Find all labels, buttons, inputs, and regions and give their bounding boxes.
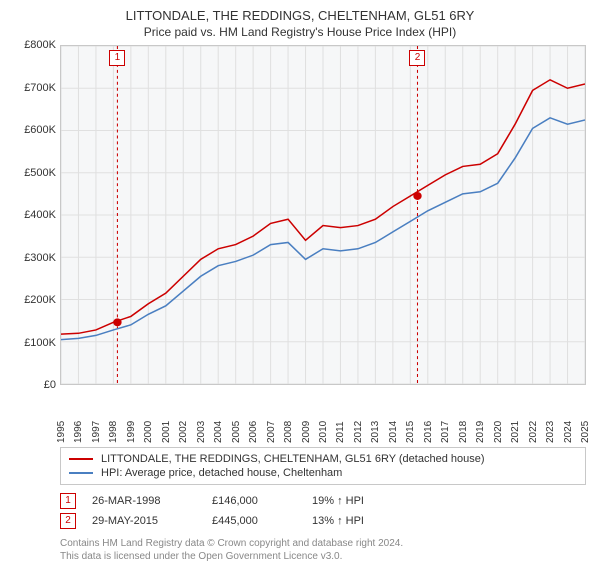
x-tick-label: 2012 xyxy=(353,421,364,443)
y-tick-label: £200K xyxy=(24,294,56,306)
x-tick-label: 2024 xyxy=(563,421,574,443)
y-tick-label: £300K xyxy=(24,252,56,264)
legend-swatch-a xyxy=(69,458,93,460)
plot-svg xyxy=(61,46,585,384)
legend-label-a: LITTONDALE, THE REDDINGS, CHELTENHAM, GL… xyxy=(101,453,485,465)
legend-row-b: HPI: Average price, detached house, Chel… xyxy=(69,466,577,480)
x-axis: 1995199619971998199920002001200220032004… xyxy=(60,415,586,445)
x-tick-label: 2004 xyxy=(213,421,224,443)
y-tick-label: £500K xyxy=(24,167,56,179)
x-tick-label: 2016 xyxy=(423,421,434,443)
footer-note: Contains HM Land Registry data © Crown c… xyxy=(60,537,586,563)
x-tick-label: 2021 xyxy=(510,421,521,443)
x-tick-label: 1996 xyxy=(73,421,84,443)
plot-wrap: £0£100K£200K£300K£400K£500K£600K£700K£80… xyxy=(14,45,586,415)
x-tick-label: 2001 xyxy=(161,421,172,443)
y-tick-label: £800K xyxy=(24,39,56,51)
x-tick-label: 1995 xyxy=(56,421,67,443)
x-tick-label: 2006 xyxy=(248,421,259,443)
legend-label-b: HPI: Average price, detached house, Chel… xyxy=(101,467,342,479)
x-tick-label: 2019 xyxy=(475,421,486,443)
event-delta: 13% ↑ HPI xyxy=(312,515,432,527)
x-tick-label: 2011 xyxy=(335,421,346,443)
event-rows: 1 26-MAR-1998 £146,000 19% ↑ HPI 2 29-MAY-201… xyxy=(60,491,586,531)
x-tick-label: 2022 xyxy=(528,421,539,443)
x-tick-label: 2010 xyxy=(318,421,329,443)
event-date: 26-MAR-1998 xyxy=(92,495,202,507)
footer-line1: Contains HM Land Registry data © Crown c… xyxy=(60,537,586,550)
y-tick-label: £100K xyxy=(24,337,56,349)
y-axis: £0£100K£200K£300K£400K£500K£600K£700K£80… xyxy=(14,45,60,385)
chart-subtitle: Price paid vs. HM Land Registry's House … xyxy=(14,25,586,39)
plot-area: 12 xyxy=(60,45,586,385)
chart-title: LITTONDALE, THE REDDINGS, CHELTENHAM, GL… xyxy=(14,8,586,23)
x-tick-label: 2008 xyxy=(283,421,294,443)
x-tick-label: 2002 xyxy=(178,421,189,443)
x-tick-label: 2017 xyxy=(440,421,451,443)
y-tick-label: £400K xyxy=(24,209,56,221)
event-price: £146,000 xyxy=(212,495,302,507)
x-tick-label: 1997 xyxy=(91,421,102,443)
x-tick-label: 2020 xyxy=(493,421,504,443)
legend: LITTONDALE, THE REDDINGS, CHELTENHAM, GL… xyxy=(60,447,586,485)
event-row: 1 26-MAR-1998 £146,000 19% ↑ HPI xyxy=(60,491,586,511)
x-tick-label: 2025 xyxy=(580,421,591,443)
x-tick-label: 2000 xyxy=(143,421,154,443)
x-tick-label: 2009 xyxy=(301,421,312,443)
event-row: 2 29-MAY-2015 £445,000 13% ↑ HPI xyxy=(60,511,586,531)
x-tick-label: 2014 xyxy=(388,421,399,443)
legend-swatch-b xyxy=(69,472,93,474)
marker-badge: 2 xyxy=(409,50,425,66)
x-tick-label: 2005 xyxy=(231,421,242,443)
x-tick-label: 1999 xyxy=(126,421,137,443)
event-date: 29-MAY-2015 xyxy=(92,515,202,527)
y-tick-label: £700K xyxy=(24,82,56,94)
y-tick-label: £0 xyxy=(44,379,56,391)
x-tick-label: 2003 xyxy=(196,421,207,443)
event-badge: 1 xyxy=(60,493,76,509)
legend-row-a: LITTONDALE, THE REDDINGS, CHELTENHAM, GL… xyxy=(69,452,577,466)
chart-container: LITTONDALE, THE REDDINGS, CHELTENHAM, GL… xyxy=(0,0,600,560)
x-tick-label: 2015 xyxy=(405,421,416,443)
marker-badge: 1 xyxy=(109,50,125,66)
x-tick-label: 2023 xyxy=(545,421,556,443)
x-tick-label: 2013 xyxy=(370,421,381,443)
x-tick-label: 2007 xyxy=(266,421,277,443)
footer-line2: This data is licensed under the Open Gov… xyxy=(60,550,586,563)
event-delta: 19% ↑ HPI xyxy=(312,495,432,507)
x-tick-label: 2018 xyxy=(458,421,469,443)
y-tick-label: £600K xyxy=(24,124,56,136)
event-badge: 2 xyxy=(60,513,76,529)
x-tick-label: 1998 xyxy=(108,421,119,443)
event-price: £445,000 xyxy=(212,515,302,527)
